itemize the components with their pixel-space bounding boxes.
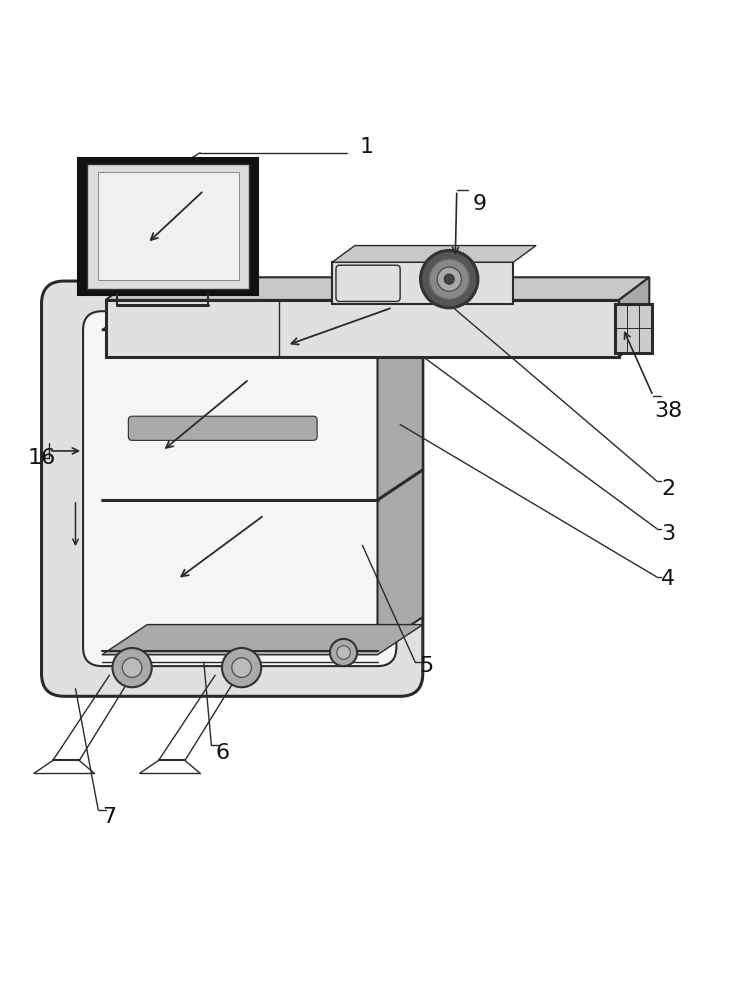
Circle shape: [437, 267, 461, 291]
Polygon shape: [332, 246, 536, 262]
Polygon shape: [619, 277, 649, 357]
Text: 6: 6: [216, 743, 230, 763]
Circle shape: [421, 250, 478, 308]
Bar: [87, 164, 249, 289]
Text: 7: 7: [103, 807, 116, 827]
Polygon shape: [102, 625, 423, 655]
Polygon shape: [102, 300, 423, 330]
Circle shape: [122, 658, 142, 677]
Text: 2: 2: [661, 479, 675, 499]
Polygon shape: [106, 334, 649, 357]
Text: 1: 1: [359, 137, 373, 157]
FancyBboxPatch shape: [336, 265, 400, 301]
Text: 3: 3: [661, 524, 675, 544]
Bar: [615, 304, 652, 353]
Bar: [332, 262, 513, 304]
Text: 38: 38: [654, 401, 683, 421]
Polygon shape: [378, 300, 423, 647]
Circle shape: [222, 648, 261, 687]
Bar: [78, 158, 258, 295]
Bar: [98, 172, 239, 280]
Text: 4: 4: [661, 569, 675, 589]
FancyBboxPatch shape: [128, 416, 317, 440]
Circle shape: [337, 646, 350, 659]
FancyBboxPatch shape: [83, 311, 396, 666]
Circle shape: [429, 259, 470, 299]
Text: 16: 16: [27, 448, 56, 468]
Circle shape: [232, 658, 251, 677]
FancyBboxPatch shape: [42, 281, 423, 696]
Circle shape: [330, 639, 357, 666]
Circle shape: [444, 274, 455, 284]
Polygon shape: [106, 277, 649, 300]
Circle shape: [112, 648, 152, 687]
Text: 5: 5: [420, 656, 433, 676]
Polygon shape: [106, 300, 619, 357]
Text: 9: 9: [473, 194, 486, 214]
